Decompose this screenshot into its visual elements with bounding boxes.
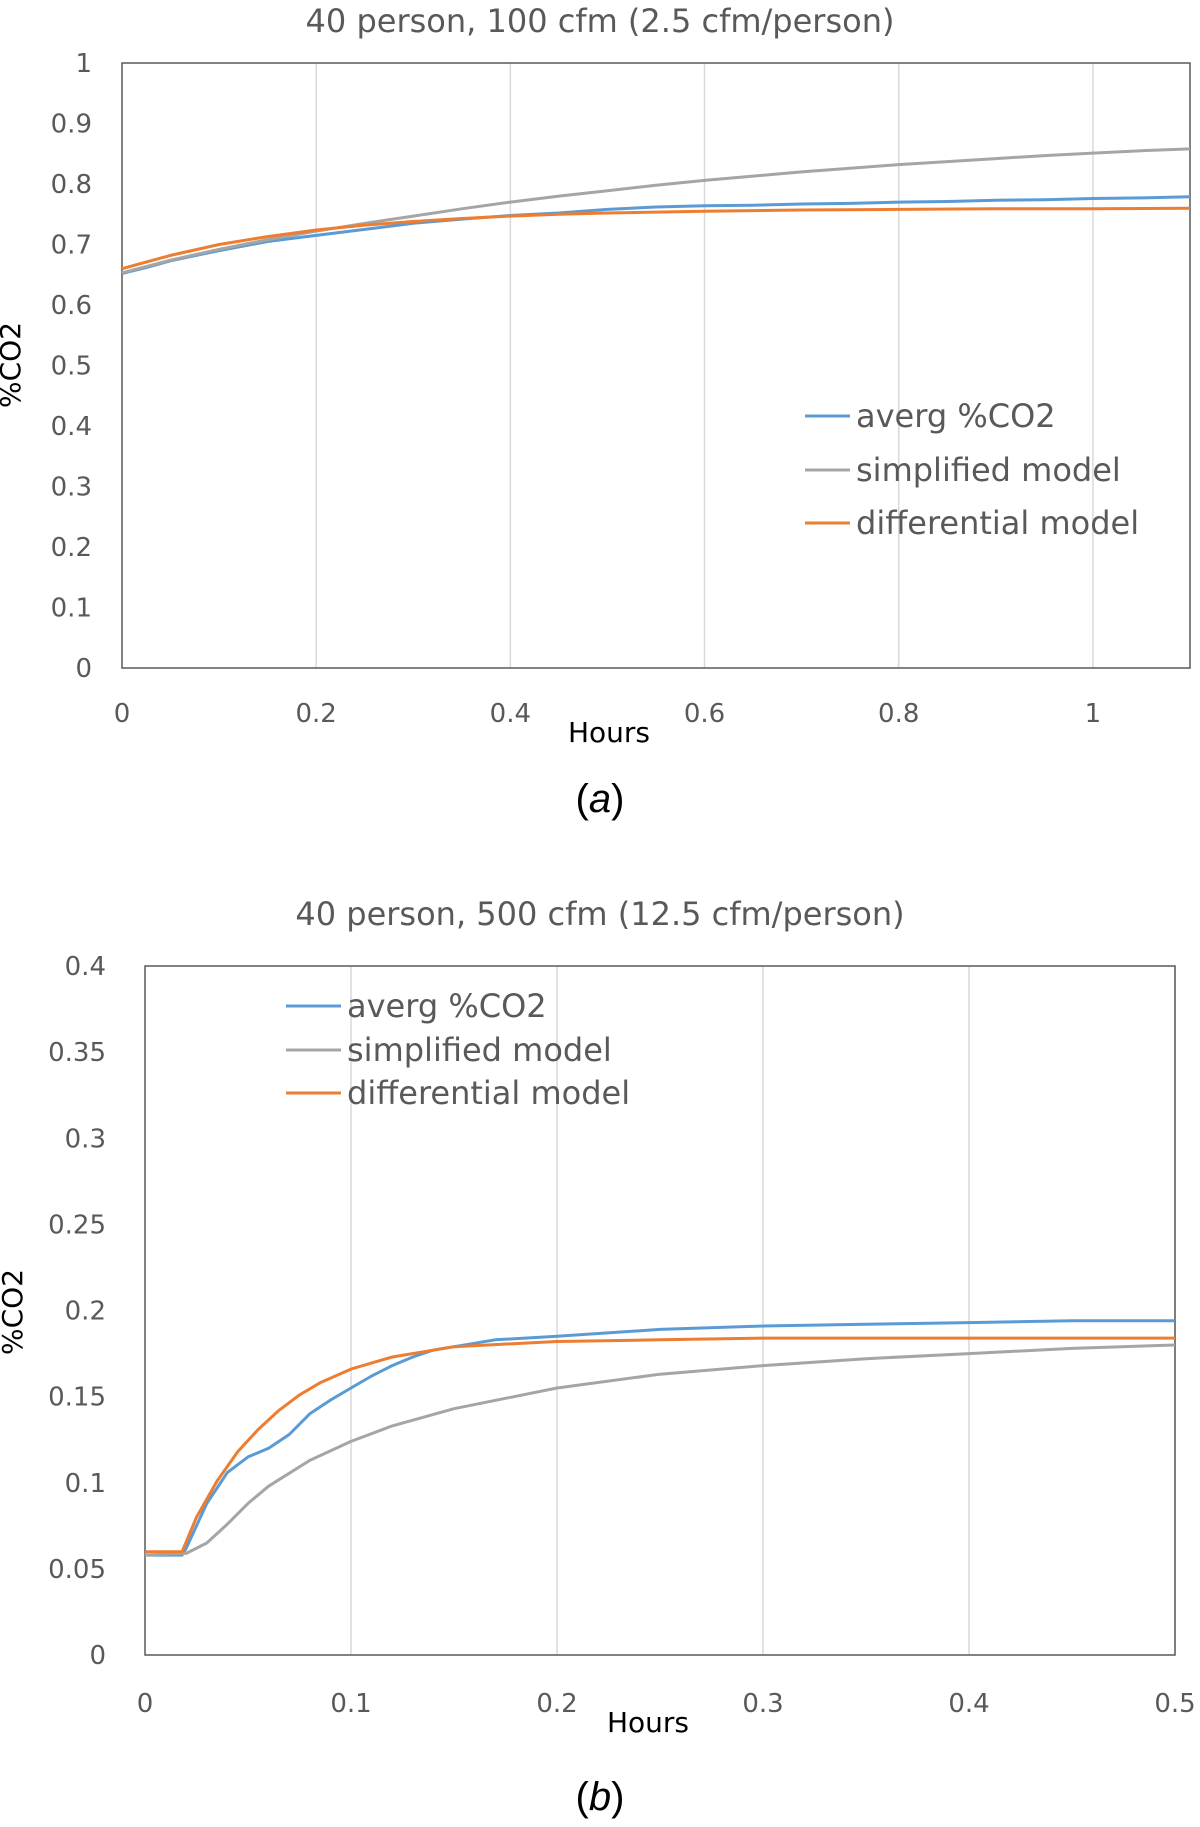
x-tick-label: 0.3 — [742, 1689, 783, 1719]
series-line-differential — [145, 1336, 1175, 1554]
legend-label-differential: differential model — [856, 504, 1139, 542]
chart-panel-a: 40 person, 100 cfm (2.5 cfm/person) 0 0.1… — [0, 2, 1191, 821]
x-tick-label: 0.5 — [1154, 1689, 1195, 1719]
series-line-averg — [121, 195, 1191, 275]
legend-label-differential: differential model — [347, 1074, 630, 1112]
y-tick-label: 0.2 — [65, 1297, 106, 1327]
chart-title: 40 person, 100 cfm (2.5 cfm/person) — [306, 2, 895, 40]
x-tick-label: 0.4 — [490, 699, 531, 729]
x-tick-label: 0.4 — [948, 1689, 989, 1719]
y-tick-label: 0.3 — [51, 473, 92, 503]
legend-label-averg: averg %CO2 — [856, 397, 1056, 435]
x-tick-label: 0 — [137, 1689, 154, 1719]
legend: averg %CO2 simplified model differential… — [805, 397, 1139, 542]
series-line-simplified — [121, 147, 1191, 275]
y-axis-label: %CO2 — [0, 322, 27, 408]
chart-panel-b: 40 person, 500 cfm (12.5 cfm/person) 0 0.… — [0, 895, 1196, 1819]
y-tick-label: 0.05 — [48, 1555, 106, 1585]
x-tick-label: 0.2 — [536, 1689, 577, 1719]
y-axis-label: %CO2 — [0, 1269, 29, 1355]
x-tick-label: 0.6 — [684, 699, 725, 729]
chart-title: 40 person, 500 cfm (12.5 cfm/person) — [295, 895, 904, 933]
y-tick-label: 0.1 — [51, 594, 92, 624]
legend: averg %CO2 simplified model differential… — [286, 987, 630, 1112]
legend-label-simplified: simplified model — [856, 451, 1121, 489]
plot-area — [144, 965, 1176, 1656]
y-tick-label: 1 — [75, 49, 92, 79]
y-tick-label: 0.3 — [65, 1124, 106, 1154]
x-tick-label: 0 — [114, 699, 131, 729]
x-axis-label: Hours — [568, 716, 650, 749]
y-tick-label: 0.5 — [51, 352, 92, 382]
x-tick-label: 0.2 — [296, 699, 337, 729]
y-tick-label: 0.4 — [51, 412, 92, 442]
y-tick-label: 0.2 — [51, 533, 92, 563]
x-tick-label: 1 — [1085, 699, 1102, 729]
y-tick-label: 0.8 — [51, 170, 92, 200]
y-tick-label: 0 — [89, 1641, 106, 1671]
y-tick-label: 0.6 — [51, 291, 92, 321]
y-tick-label: 0.9 — [51, 110, 92, 140]
series-line-differential — [121, 206, 1191, 271]
y-tick-label: 0.1 — [65, 1469, 106, 1499]
series-line-simplified — [144, 1343, 1176, 1557]
legend-label-simplified: simplified model — [347, 1031, 612, 1069]
y-tick-label: 0.15 — [48, 1383, 106, 1413]
y-tick-label: 0.35 — [48, 1038, 106, 1068]
x-tick-label: 0.1 — [330, 1689, 371, 1719]
series-line-averg — [145, 1319, 1175, 1557]
y-tick-label: 0 — [75, 654, 92, 684]
plot-area — [121, 62, 1191, 669]
y-tick-label: 0.4 — [65, 952, 106, 982]
y-tick-label: 0.7 — [51, 231, 92, 261]
y-tick-label: 0.25 — [48, 1210, 106, 1240]
figure-caption-b: (b) — [576, 1775, 625, 1819]
legend-label-averg: averg %CO2 — [347, 987, 547, 1025]
figure-caption-a: (a) — [576, 777, 625, 821]
x-tick-label: 0.8 — [878, 699, 919, 729]
x-axis-label: Hours — [607, 1706, 689, 1739]
